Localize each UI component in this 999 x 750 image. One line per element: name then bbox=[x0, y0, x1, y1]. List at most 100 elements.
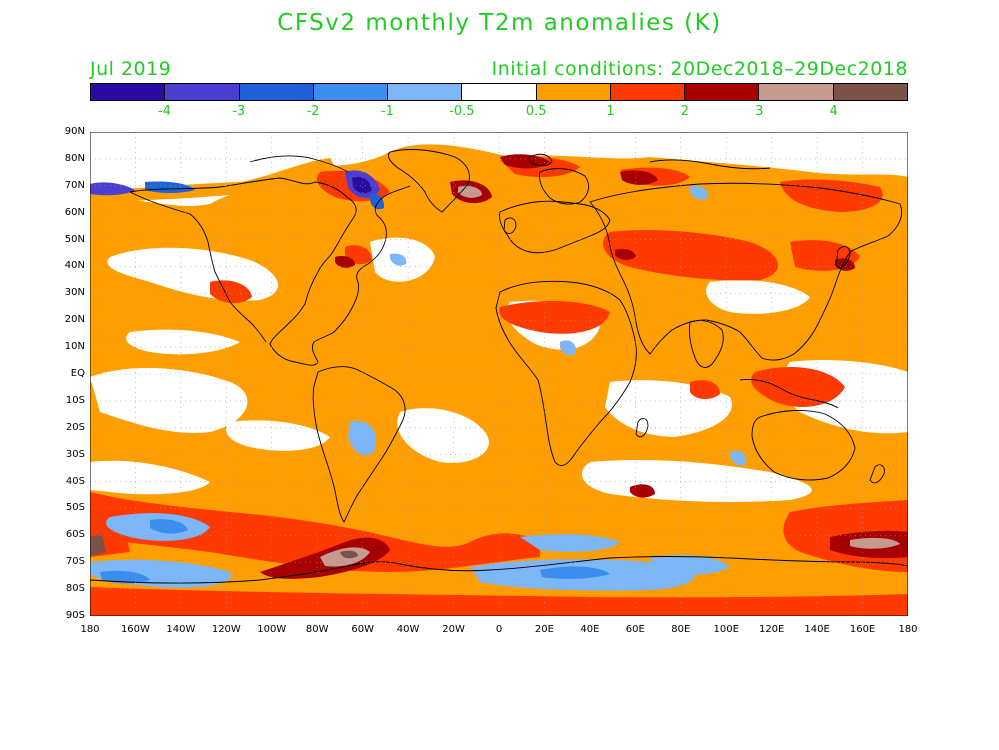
latitude-label: 30N bbox=[64, 287, 85, 299]
latitude-label: 20S bbox=[65, 421, 85, 433]
anomaly-region-lightblue bbox=[520, 534, 620, 552]
anomaly-region-darkred bbox=[615, 248, 636, 260]
coastline-madagascar bbox=[635, 418, 649, 438]
anomaly-region-lightblue bbox=[348, 421, 377, 456]
latitude-label: 80S bbox=[65, 583, 85, 595]
valid-month-label: Jul 2019 bbox=[90, 58, 172, 80]
longitude-label: 160W bbox=[120, 624, 150, 635]
coastline-svalbard bbox=[529, 153, 553, 167]
longitude-label: 100E bbox=[713, 624, 739, 635]
grid-lines bbox=[90, 132, 908, 616]
colorbar-cell bbox=[685, 84, 760, 100]
longitude-label: 180 bbox=[898, 624, 918, 635]
latitude-label: 90S bbox=[65, 610, 85, 621]
coastline-japan bbox=[835, 246, 851, 268]
latitude-label: 40N bbox=[64, 260, 85, 272]
anomaly-region-indigo bbox=[90, 182, 135, 196]
longitude-label: 0 bbox=[495, 624, 503, 635]
longitude-label: 140W bbox=[166, 624, 196, 635]
longitude-label: 140E bbox=[804, 624, 830, 635]
coastline-arctic-canada bbox=[249, 155, 349, 173]
colorbar-tick-label: 2 bbox=[680, 104, 690, 119]
anomaly-region-neutral bbox=[126, 329, 240, 355]
latitude-label: 40S bbox=[65, 475, 85, 487]
anomaly-region-red bbox=[602, 230, 779, 281]
longitude-label: 80E bbox=[671, 624, 691, 635]
anomaly-region-lightblue bbox=[390, 253, 407, 266]
coastline-scandinavia bbox=[539, 168, 590, 205]
anomaly-map bbox=[89, 131, 909, 617]
anomaly-region-neutral bbox=[226, 420, 330, 451]
anomaly-region-lightblue bbox=[690, 186, 709, 200]
colorbar-cell bbox=[833, 84, 907, 100]
colorbar-tick-label: -1 bbox=[380, 104, 394, 119]
longitude-label: 20W bbox=[442, 624, 465, 635]
latitude-label: 60N bbox=[64, 206, 85, 218]
coastline-north-america bbox=[129, 177, 411, 366]
coastline-india bbox=[689, 319, 724, 368]
anomaly-region-darkred bbox=[630, 484, 655, 498]
anomaly-region-darkred bbox=[620, 170, 658, 185]
anomaly-region-lightblue bbox=[560, 340, 576, 356]
anomaly-region-blue bbox=[150, 519, 188, 534]
anomaly-region-red bbox=[210, 280, 252, 304]
colorbar-cell bbox=[165, 84, 240, 100]
anomaly-region-neutral bbox=[90, 367, 248, 433]
coastline-europe bbox=[499, 200, 611, 254]
anomaly-region-blue bbox=[540, 566, 610, 579]
longitude-label: 60W bbox=[351, 624, 374, 635]
latitude-label: 80N bbox=[64, 152, 85, 164]
latitude-label: 10S bbox=[65, 394, 85, 406]
colorbar-tick-label: 0.5 bbox=[525, 104, 547, 119]
colorbar-cell bbox=[91, 84, 166, 100]
longitude-label: 80W bbox=[305, 624, 329, 635]
coastline-asia bbox=[589, 182, 903, 361]
anomaly-region-lightblue bbox=[650, 555, 730, 575]
latitude-label: EQ bbox=[70, 368, 85, 379]
longitude-label: 120W bbox=[211, 624, 241, 635]
coastline-arctic-russia bbox=[649, 159, 771, 170]
anomaly-region-red bbox=[751, 367, 845, 407]
anomaly-fill bbox=[90, 144, 908, 616]
anomaly-region-orange bbox=[90, 158, 340, 204]
longitude-label: 60E bbox=[625, 624, 645, 635]
anomaly-region-medblue bbox=[370, 193, 385, 210]
map-svg bbox=[89, 131, 909, 617]
anomaly-region-medblue bbox=[145, 181, 195, 193]
colorbar-cell bbox=[759, 84, 834, 100]
anomaly-region-darkred bbox=[335, 255, 355, 268]
latitude-label: 10N bbox=[64, 341, 85, 353]
latitude-label: 90N bbox=[64, 126, 85, 137]
coastlines bbox=[89, 149, 909, 584]
longitude-label: 40E bbox=[580, 624, 600, 635]
anomaly-region-blue bbox=[100, 570, 150, 584]
colorbar-cell bbox=[239, 84, 314, 100]
colorbar-cell bbox=[313, 84, 389, 100]
latitude-label: 70N bbox=[64, 179, 85, 191]
colorbar-cell bbox=[536, 84, 611, 100]
coastline-north-america-west bbox=[129, 191, 267, 343]
coastline-uk bbox=[503, 217, 517, 234]
colorbar-tick-label: 3 bbox=[755, 104, 764, 119]
anomaly-region-neutral bbox=[90, 460, 210, 495]
longitude-label: 180 bbox=[80, 624, 100, 635]
latitude-label: 50S bbox=[65, 502, 85, 514]
anomaly-region-neutral bbox=[706, 280, 810, 314]
coastline-africa bbox=[495, 280, 637, 466]
longitude-label: 100W bbox=[257, 624, 287, 635]
longitude-label: 120E bbox=[758, 624, 785, 635]
colorbar-tick-label: -3 bbox=[232, 104, 246, 119]
anomaly-region-red bbox=[90, 602, 908, 616]
anomaly-region-lightblue bbox=[730, 450, 747, 466]
anomaly-region-brown bbox=[90, 534, 106, 556]
colorbar-tick-label: 1 bbox=[606, 104, 615, 119]
longitude-label: 20E bbox=[534, 624, 554, 635]
longitude-label: 40W bbox=[396, 624, 420, 635]
colorbar bbox=[90, 83, 908, 101]
coastline-new-zealand bbox=[869, 464, 885, 484]
coastline-indonesia bbox=[739, 379, 839, 409]
colorbar-cell bbox=[610, 84, 686, 100]
colorbar-cell bbox=[462, 84, 537, 100]
latitude-label: 20N bbox=[64, 314, 85, 326]
map-title: CFSv2 monthly T2m anomalies (K) bbox=[277, 10, 722, 36]
